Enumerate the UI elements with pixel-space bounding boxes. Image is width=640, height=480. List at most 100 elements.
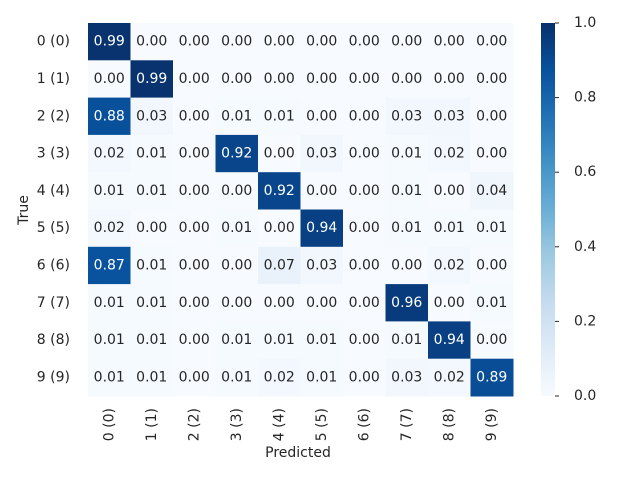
heatmap-cell (173, 134, 216, 173)
y-tick-label: 1 (1) (37, 71, 70, 87)
heatmap-cell (173, 358, 216, 397)
x-tick-label: 8 (8) (441, 408, 457, 441)
cell-label: 0.87 (94, 257, 125, 273)
cell-label: 0.00 (476, 71, 507, 87)
cell-label: 0.01 (476, 295, 507, 311)
heatmap-cell (470, 97, 514, 136)
heatmap-cell (173, 321, 216, 360)
heatmap-cell (428, 23, 471, 61)
cell-label: 0.00 (136, 34, 167, 50)
heatmap-cell (88, 246, 131, 285)
cell-label: 0.01 (391, 220, 422, 236)
cell-label: 0.00 (349, 71, 380, 87)
heatmap-cell (343, 134, 386, 173)
cell-label: 0.00 (434, 295, 465, 311)
cell-label: 0.01 (221, 108, 252, 124)
heatmap-cell (300, 97, 344, 136)
heatmap-cell (428, 209, 471, 248)
heatmap-cell (215, 358, 259, 397)
cell-label: 0.00 (94, 71, 125, 87)
heatmap-cell (385, 60, 429, 99)
cell-label: 0.01 (221, 369, 252, 385)
cell-label: 0.94 (434, 332, 465, 348)
heatmap-cell (130, 134, 174, 173)
heatmap-cell (88, 358, 131, 397)
heatmap-cell (343, 246, 386, 285)
cell-label: 0.00 (434, 34, 465, 50)
cell-label: 0.00 (349, 257, 380, 273)
heatmap-cell (88, 172, 131, 210)
x-tick-label: 5 (5) (314, 408, 330, 441)
cell-label: 0.01 (94, 369, 125, 385)
cell-label: 0.01 (264, 332, 295, 348)
heatmap-cell (258, 209, 301, 248)
heatmap-cell (300, 172, 344, 210)
y-tick-label: 4 (4) (37, 183, 70, 199)
cell-label: 0.00 (179, 34, 210, 50)
cell-label: 0.00 (179, 295, 210, 311)
cell-label: 0.01 (136, 257, 167, 273)
cell-label: 0.01 (391, 146, 422, 162)
cell-label: 0.00 (349, 34, 380, 50)
y-tick-label: 6 (6) (37, 257, 70, 273)
heatmap-cell (258, 172, 301, 210)
colorbar-tick-label: 0.6 (574, 164, 596, 180)
cell-label: 0.00 (179, 71, 210, 87)
heatmap-cell (470, 284, 514, 322)
heatmap-cell (470, 246, 514, 285)
heatmap-cell (88, 209, 131, 248)
cell-label: 0.92 (264, 183, 295, 199)
heatmap-cell (343, 23, 386, 61)
cell-label: 0.00 (349, 332, 380, 348)
heatmap-cell (215, 172, 259, 210)
cell-label: 0.01 (136, 332, 167, 348)
colorbar-tick-label: 0.2 (574, 313, 596, 329)
colorbar-tick-label: 0.4 (574, 239, 596, 255)
cell-label: 0.01 (136, 146, 167, 162)
heatmap-cell (173, 246, 216, 285)
cell-label: 0.99 (94, 34, 125, 50)
heatmap-cell (130, 321, 174, 360)
heatmap-cell (258, 134, 301, 173)
heatmap-cell (258, 97, 301, 136)
heatmap-cell (470, 209, 514, 248)
cell-label: 0.88 (94, 108, 125, 124)
heatmap-cell (215, 321, 259, 360)
cell-label: 0.00 (179, 108, 210, 124)
cell-label: 0.00 (306, 295, 337, 311)
cell-label: 0.00 (221, 183, 252, 199)
heatmap-cell (215, 209, 259, 248)
heatmap-cell (428, 321, 471, 360)
cell-label: 0.00 (349, 220, 380, 236)
heatmap-cell (428, 358, 471, 397)
heatmap-cell (343, 358, 386, 397)
cell-label: 0.00 (221, 34, 252, 50)
cell-label: 0.00 (349, 146, 380, 162)
heatmap-cell (385, 97, 429, 136)
cell-label: 0.02 (264, 369, 295, 385)
heatmap-cell (385, 23, 429, 61)
heatmap-cell (88, 321, 131, 360)
heatmap-cell (173, 60, 216, 99)
x-tick-label: 6 (6) (356, 408, 372, 441)
cell-label: 0.00 (391, 34, 422, 50)
cell-label: 0.02 (94, 146, 125, 162)
cell-label: 0.00 (306, 183, 337, 199)
cell-label: 0.00 (349, 369, 380, 385)
y-tick-label: 7 (7) (37, 295, 70, 311)
heatmap-cell (215, 134, 259, 173)
cell-label: 0.00 (221, 295, 252, 311)
cell-label: 0.00 (179, 183, 210, 199)
cell-label: 0.00 (179, 369, 210, 385)
heatmap-cell (130, 209, 174, 248)
cell-label: 0.01 (221, 332, 252, 348)
colorbar-tick-label: 0.0 (574, 388, 596, 404)
cell-label: 0.04 (476, 183, 507, 199)
cell-label: 0.89 (476, 369, 507, 385)
cell-label: 0.01 (306, 332, 337, 348)
heatmap-cell (130, 358, 174, 397)
cell-label: 0.03 (391, 369, 422, 385)
cell-label: 0.01 (136, 183, 167, 199)
heatmap-cell (428, 97, 471, 136)
heatmap-cell (300, 23, 344, 61)
